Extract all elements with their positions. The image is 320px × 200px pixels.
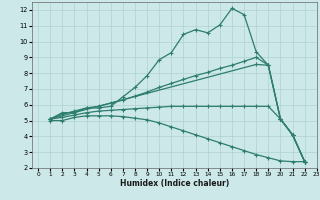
X-axis label: Humidex (Indice chaleur): Humidex (Indice chaleur) [120, 179, 229, 188]
